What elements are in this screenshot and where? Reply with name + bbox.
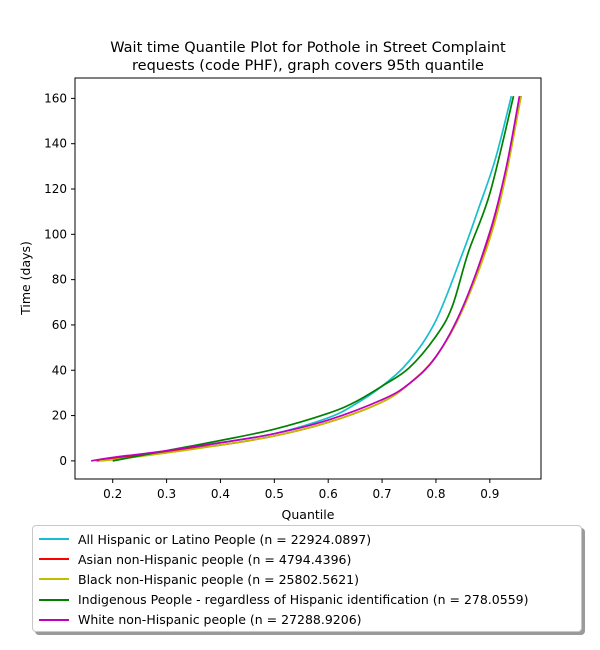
- x-tick-label: 0.8: [426, 487, 445, 501]
- series-line-1: [96, 95, 522, 462]
- y-tick-label: 40: [52, 363, 67, 377]
- x-axis-label: Quantile: [282, 507, 335, 522]
- x-tick-label: 0.4: [211, 487, 230, 501]
- y-tick-label: 80: [52, 273, 67, 287]
- legend-line-swatch: [39, 558, 69, 561]
- x-tick-label: 0.9: [480, 487, 499, 501]
- legend-label: White non-Hispanic people (n = 27288.920…: [78, 612, 362, 628]
- x-axis-ticks: 0.2 0.3 0.4 0.5 0.6 0.7 0.8 0.9: [103, 479, 499, 501]
- x-tick-label: 0.3: [157, 487, 176, 501]
- legend-label: All Hispanic or Latino People (n = 22924…: [78, 531, 372, 547]
- legend-item: Indigenous People - regardless of Hispan…: [33, 590, 581, 610]
- y-tick-label: 120: [44, 182, 67, 196]
- series-line-3: [112, 95, 515, 462]
- plot-frame: [74, 77, 542, 480]
- y-tick-label: 60: [52, 318, 67, 332]
- legend-item: Asian non-Hispanic people (n = 4794.4396…: [33, 549, 581, 569]
- x-tick-label: 0.7: [373, 487, 392, 501]
- y-axis-ticks: 0 20 40 60 80 100 120 140 160: [44, 91, 75, 468]
- legend-label: Asian non-Hispanic people (n = 4794.4396…: [78, 551, 352, 567]
- y-axis-label: Time (days): [18, 241, 33, 316]
- y-tick-label: 100: [44, 227, 67, 241]
- y-tick-label: 20: [52, 409, 67, 423]
- y-tick-label: 160: [44, 91, 67, 105]
- plot-series-group: [91, 95, 522, 462]
- x-tick-label: 0.5: [265, 487, 284, 501]
- x-tick-label: 0.6: [319, 487, 338, 501]
- y-tick-label: 140: [44, 137, 67, 151]
- x-tick-label: 0.2: [103, 487, 122, 501]
- chart-title-line-2: requests (code PHF), graph covers 95th q…: [132, 58, 484, 74]
- legend-line-swatch: [39, 538, 69, 541]
- y-tick-label: 0: [59, 454, 67, 468]
- series-line-0: [99, 95, 513, 462]
- legend-line-swatch: [39, 578, 69, 581]
- legend-item: All Hispanic or Latino People (n = 22924…: [33, 529, 581, 549]
- legend-item: Black non-Hispanic people (n = 25802.562…: [33, 569, 581, 589]
- legend-line-swatch: [39, 618, 69, 621]
- series-line-4: [91, 95, 521, 462]
- legend-label: Black non-Hispanic people (n = 25802.562…: [78, 571, 360, 587]
- legend-label: Indigenous People - regardless of Hispan…: [78, 592, 529, 608]
- series-line-2: [99, 95, 522, 462]
- legend-line-swatch: [39, 598, 69, 601]
- legend-item: White non-Hispanic people (n = 27288.920…: [33, 610, 581, 630]
- chart-title-line-1: Wait time Quantile Plot for Pothole in S…: [110, 40, 506, 56]
- chart-legend: All Hispanic or Latino People (n = 22924…: [32, 525, 582, 632]
